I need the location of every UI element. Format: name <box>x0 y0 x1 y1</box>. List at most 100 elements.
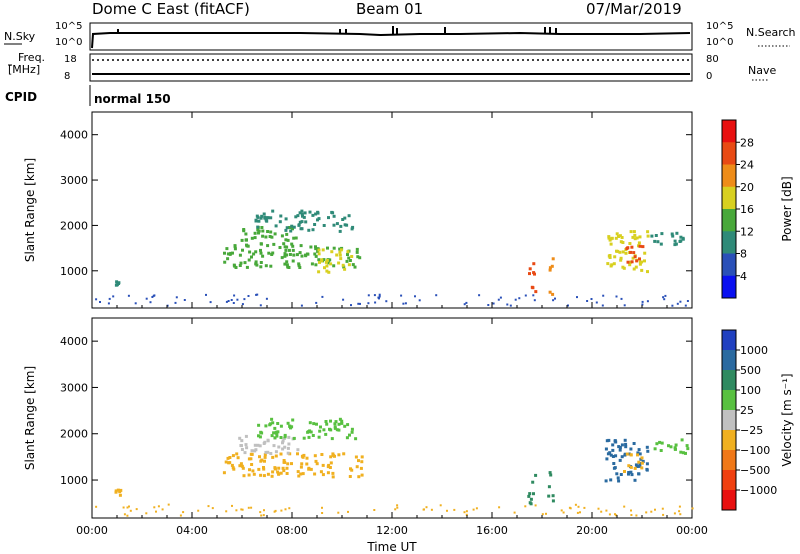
echo-cell <box>342 452 346 456</box>
echo-cell <box>418 299 421 302</box>
echo-cell <box>360 473 364 477</box>
echo-cell <box>280 234 284 238</box>
echo-cell <box>249 452 253 456</box>
echo-cell <box>258 435 262 439</box>
echo-cell <box>307 467 311 471</box>
echo-cell <box>244 238 248 242</box>
echo-cell <box>534 290 538 294</box>
echo-cell <box>285 253 289 257</box>
echo-cell <box>161 508 164 511</box>
colorbar-swatch <box>722 490 736 511</box>
echo-cell <box>324 420 328 423</box>
echo-cell <box>298 251 302 255</box>
echo-cell <box>114 489 118 493</box>
echo-cell <box>302 215 306 219</box>
echo-cell <box>635 465 639 468</box>
echo-cell <box>235 509 238 512</box>
echo-region <box>548 257 555 296</box>
echo-cell <box>247 473 251 477</box>
echo-cell <box>354 455 358 459</box>
echo-cell <box>342 265 346 269</box>
echo-cell <box>284 217 288 221</box>
echo-cell <box>345 436 349 440</box>
echo-cell <box>678 510 681 513</box>
echo-cell <box>637 241 641 245</box>
echo-cell <box>645 511 648 514</box>
echo-cell <box>183 299 186 301</box>
echo-cell <box>250 236 254 240</box>
echo-cell <box>242 228 246 231</box>
echo-cell <box>297 474 301 478</box>
colorbar-swatch <box>722 164 736 188</box>
echo-cell <box>549 473 553 477</box>
nsearch-label: N.Search <box>746 26 796 39</box>
echo-cell <box>262 514 265 517</box>
echo-cell <box>241 248 244 252</box>
echo-cell <box>261 254 265 258</box>
echo-cell <box>261 229 265 233</box>
echo-cell <box>238 464 242 468</box>
echo-cell <box>330 437 334 441</box>
echo-cell <box>353 265 357 269</box>
echo-cell <box>115 280 119 284</box>
echo-cell <box>638 235 642 239</box>
echo-cell <box>661 507 664 510</box>
y-tick-label: 4000 <box>60 335 88 348</box>
echo-cell <box>288 226 292 229</box>
echo-cell <box>671 304 674 307</box>
echo-cell <box>283 245 287 249</box>
x-axis-label: Time UT <box>366 540 417 554</box>
echo-cell <box>641 300 644 303</box>
echo-cell <box>317 435 321 439</box>
echo-cell <box>620 236 624 239</box>
echo-cell <box>314 263 318 267</box>
echo-cell <box>291 259 295 263</box>
echo-cell <box>296 470 300 474</box>
echo-cell <box>345 223 349 227</box>
echo-cell <box>256 293 259 296</box>
echo-cell <box>608 451 612 455</box>
echo-cell <box>646 270 649 274</box>
echo-cell <box>317 258 321 262</box>
echo-cell <box>551 257 555 261</box>
echo-cell <box>300 220 304 224</box>
echo-cell <box>309 430 313 434</box>
echo-cell <box>269 452 273 455</box>
echo-cell <box>253 236 257 240</box>
echo-cell <box>548 266 552 270</box>
echo-cell <box>276 422 280 425</box>
echo-cell <box>259 261 263 264</box>
echo-region <box>623 452 644 473</box>
echo-cell <box>292 253 296 257</box>
echo-cell <box>205 293 207 296</box>
y-tick-label: 4000 <box>60 129 88 142</box>
echo-cell <box>509 304 512 307</box>
colorbar-swatch <box>722 450 736 471</box>
echo-cell <box>340 419 344 423</box>
echo-cell <box>280 509 283 512</box>
echo-cell <box>338 250 342 254</box>
echo-cell <box>659 449 663 452</box>
echo-cell <box>262 212 266 216</box>
echo-cell <box>166 304 169 307</box>
echo-cell <box>632 230 636 234</box>
echo-cell <box>347 256 351 260</box>
echo-cell <box>284 248 288 252</box>
echo-cell <box>321 473 325 477</box>
echo-cell <box>228 456 232 459</box>
echo-cell <box>229 251 233 255</box>
echo-cell <box>247 295 250 297</box>
colorbar-swatch <box>722 410 736 431</box>
echo-cell <box>359 466 363 470</box>
echo-cell <box>314 459 318 463</box>
echo-cell <box>327 261 331 265</box>
echo-cell <box>378 293 381 296</box>
echo-cell <box>660 441 664 445</box>
echo-cell <box>274 454 278 458</box>
echo-cell <box>291 244 295 248</box>
echo-cell <box>153 294 156 297</box>
echo-cell <box>264 218 268 222</box>
echo-cell <box>604 479 608 483</box>
echo-cell <box>337 511 340 514</box>
echo-region <box>317 248 354 274</box>
